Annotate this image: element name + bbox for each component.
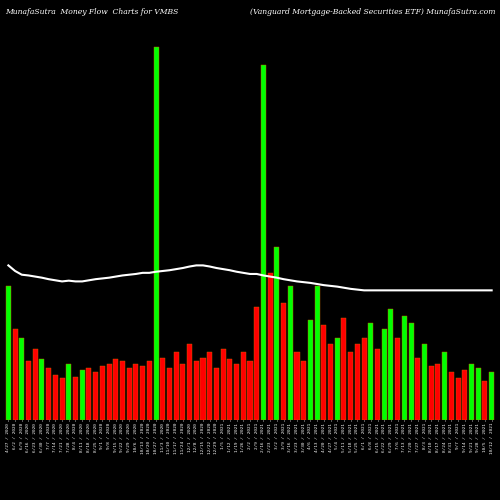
Bar xyxy=(73,376,78,420)
Bar xyxy=(274,246,280,420)
Bar xyxy=(395,338,400,420)
Bar xyxy=(126,368,132,420)
Bar xyxy=(368,323,374,420)
Bar xyxy=(402,316,407,420)
Bar xyxy=(388,309,394,420)
Bar xyxy=(194,361,199,420)
Bar xyxy=(294,352,300,420)
Bar xyxy=(254,308,259,420)
Bar xyxy=(342,318,346,420)
Bar xyxy=(86,368,92,420)
Text: MunafaSutra  Money Flow  Charts for VMBS: MunafaSutra Money Flow Charts for VMBS xyxy=(5,8,178,16)
Bar xyxy=(106,364,112,420)
Bar xyxy=(46,368,51,420)
Bar xyxy=(469,364,474,420)
Bar xyxy=(167,368,172,420)
Bar xyxy=(288,286,293,420)
Bar xyxy=(382,329,387,420)
Bar xyxy=(113,360,118,420)
Bar xyxy=(422,344,427,420)
Bar xyxy=(207,352,212,420)
Bar xyxy=(140,366,145,420)
Bar xyxy=(449,372,454,420)
Bar xyxy=(180,364,186,420)
Bar xyxy=(328,344,333,420)
Bar xyxy=(12,329,18,420)
Bar xyxy=(241,352,246,420)
Bar xyxy=(147,361,152,420)
Bar xyxy=(308,320,313,420)
Bar xyxy=(120,361,125,420)
Bar xyxy=(200,358,205,420)
Bar xyxy=(134,364,138,420)
Bar xyxy=(375,349,380,420)
Bar xyxy=(442,352,447,420)
Bar xyxy=(80,370,84,420)
Bar xyxy=(281,303,286,420)
Bar xyxy=(6,286,11,420)
Bar xyxy=(154,48,158,420)
Bar xyxy=(60,378,64,420)
Bar xyxy=(66,364,71,420)
Bar xyxy=(234,364,239,420)
Bar xyxy=(348,352,353,420)
Bar xyxy=(436,364,440,420)
Bar xyxy=(462,370,468,420)
Bar xyxy=(408,323,414,420)
Bar xyxy=(301,361,306,420)
Bar xyxy=(362,338,366,420)
Bar xyxy=(476,368,480,420)
Bar xyxy=(314,286,320,420)
Bar xyxy=(40,360,44,420)
Bar xyxy=(268,272,272,420)
Bar xyxy=(100,366,105,420)
Bar xyxy=(322,324,326,420)
Bar xyxy=(32,349,38,420)
Text: (Vanguard Mortgage-Backed Securities ETF) MunafaSutra.com: (Vanguard Mortgage-Backed Securities ETF… xyxy=(250,8,496,16)
Bar xyxy=(261,65,266,420)
Bar xyxy=(428,366,434,420)
Bar xyxy=(220,349,226,420)
Bar xyxy=(334,338,340,420)
Bar xyxy=(53,375,58,420)
Bar xyxy=(482,381,488,420)
Bar xyxy=(174,352,178,420)
Bar xyxy=(160,358,166,420)
Bar xyxy=(26,361,31,420)
Bar xyxy=(456,378,460,420)
Bar xyxy=(416,358,420,420)
Bar xyxy=(228,360,232,420)
Bar xyxy=(187,344,192,420)
Bar xyxy=(248,361,252,420)
Bar xyxy=(93,372,98,420)
Bar xyxy=(355,344,360,420)
Bar xyxy=(489,372,494,420)
Bar xyxy=(20,338,24,420)
Bar xyxy=(214,368,219,420)
